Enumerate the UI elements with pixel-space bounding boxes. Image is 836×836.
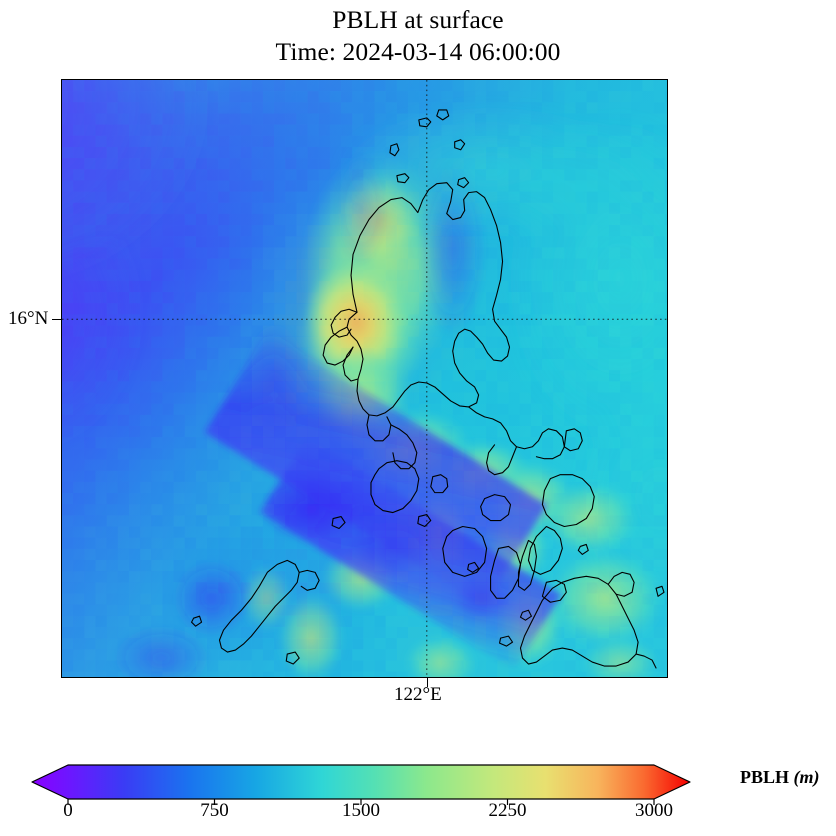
colorbar: 0 750 1500 2250 3000 PBLH (m) (0, 755, 836, 836)
y-tick-mark-16N (52, 319, 61, 321)
colorbar-tick-label-3000: 3000 (635, 800, 673, 821)
colorbar-tick-label-750: 750 (200, 800, 229, 821)
title-line-time: Time: 2024-03-14 06:00:00 (275, 37, 561, 66)
colorbar-gradient (31, 764, 691, 805)
title-line-variable: PBLH at surface (332, 5, 504, 34)
colorbar-tick-label-0: 0 (63, 800, 73, 821)
gridlines (62, 80, 667, 677)
colorbar-tick-label-2250: 2250 (488, 800, 527, 821)
map-axes (61, 79, 668, 678)
figure-title: PBLH at surface Time: 2024-03-14 06:00:0… (0, 4, 836, 68)
x-tick-mark-122E (427, 678, 429, 687)
y-tick-label-16N: 16°N (8, 308, 49, 329)
colorbar-tick-label-1500: 1500 (342, 800, 380, 821)
colorbar-title: PBLH (m) (740, 767, 820, 788)
pblh-heatmap-field (62, 80, 667, 677)
data-cell-mosaic (62, 80, 667, 677)
colorbar-title-unit: (m) (793, 767, 820, 787)
x-tick-label-122E: 122°E (394, 684, 442, 705)
colorbar-title-main: PBLH (740, 767, 790, 787)
coastline-overlay (191, 109, 665, 669)
